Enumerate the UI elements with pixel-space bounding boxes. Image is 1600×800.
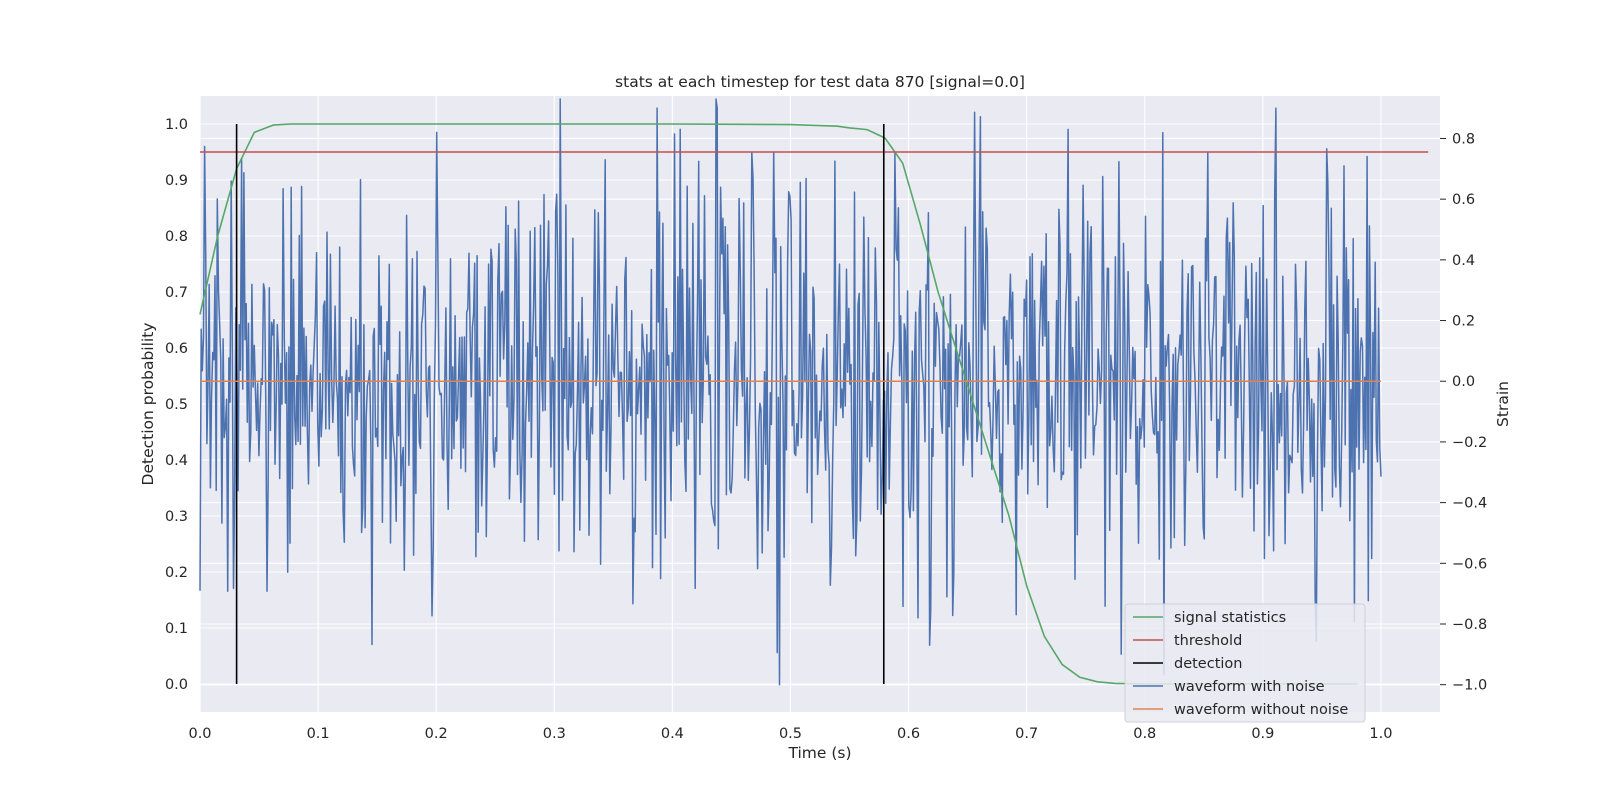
y-tick-label: 0.5 — [165, 397, 188, 413]
y-tick-label: 0.8 — [165, 229, 188, 245]
x-tick-label: 0.3 — [543, 726, 566, 742]
y-axis-label: Detection probability — [139, 323, 157, 486]
legend-label: signal statistics — [1174, 610, 1286, 626]
plot-area — [199, 98, 1429, 686]
y2-axis-label: Strain — [1494, 381, 1512, 427]
x-tick-label: 0.2 — [425, 726, 448, 742]
right-axis: −1.0 −0.8 −0.6 −0.4 −0.2 0.0 0.2 0.4 0.6 0.8 — [1440, 131, 1487, 694]
x-tick-label: 0.1 — [307, 726, 330, 742]
x-axis: 0.0 0.1 0.2 0.3 0.4 0.5 0.6 0.7 0.8 0.9 1.0 — [188, 726, 1392, 742]
legend-box — [1124, 603, 1366, 723]
x-tick-label: 0.9 — [1251, 726, 1274, 742]
y-tick-label: 0.1 — [165, 621, 188, 637]
legend-label: waveform with noise — [1174, 679, 1325, 695]
y2-tick-label: −0.2 — [1452, 435, 1487, 451]
y-tick-label: 0.3 — [165, 509, 188, 525]
legend-label: waveform without noise — [1174, 702, 1348, 718]
x-tick-label: 1.0 — [1369, 726, 1392, 742]
legend: signal statistics threshold detection wavef… — [1124, 603, 1366, 723]
legend-label: threshold — [1174, 633, 1242, 649]
x-tick-label: 0.8 — [1133, 726, 1156, 742]
y2-tick-label: −0.8 — [1452, 617, 1487, 633]
y2-tick-label: 0.8 — [1452, 131, 1475, 147]
signal-statistics-line — [199, 123, 1358, 685]
x-axis-label: Time (s) — [787, 744, 851, 762]
y2-tick-label: −1.0 — [1452, 678, 1487, 694]
x-tick-label: 0.6 — [897, 726, 920, 742]
x-tick-label: 0.0 — [188, 726, 211, 742]
x-tick-label: 0.7 — [1015, 726, 1038, 742]
y-tick-label: 1.0 — [165, 117, 188, 133]
left-axis: 0.0 0.1 0.2 0.3 0.4 0.5 0.6 0.7 0.8 0.9 1.0 — [165, 117, 188, 693]
y-tick-label: 0.7 — [165, 285, 188, 301]
y2-tick-label: 0.2 — [1452, 314, 1475, 330]
x-tick-label: 0.4 — [661, 726, 684, 742]
chart-title: stats at each timestep for test data 870… — [615, 73, 1025, 91]
y-tick-label: 0.2 — [165, 565, 188, 581]
x-tick-label: 0.5 — [779, 726, 802, 742]
y2-tick-label: 0.6 — [1452, 192, 1475, 208]
legend-label: detection — [1174, 656, 1242, 672]
y-tick-label: 0.0 — [165, 677, 188, 693]
y2-tick-label: −0.6 — [1452, 556, 1487, 572]
waveform-with-noise-line — [199, 98, 1382, 686]
y2-tick-label: −0.4 — [1452, 496, 1487, 512]
y2-tick-label: 0.4 — [1452, 253, 1475, 269]
y-tick-label: 0.4 — [165, 453, 188, 469]
y-tick-label: 0.9 — [165, 173, 188, 189]
y-tick-label: 0.6 — [165, 341, 188, 357]
y2-tick-label: 0.0 — [1452, 374, 1475, 390]
